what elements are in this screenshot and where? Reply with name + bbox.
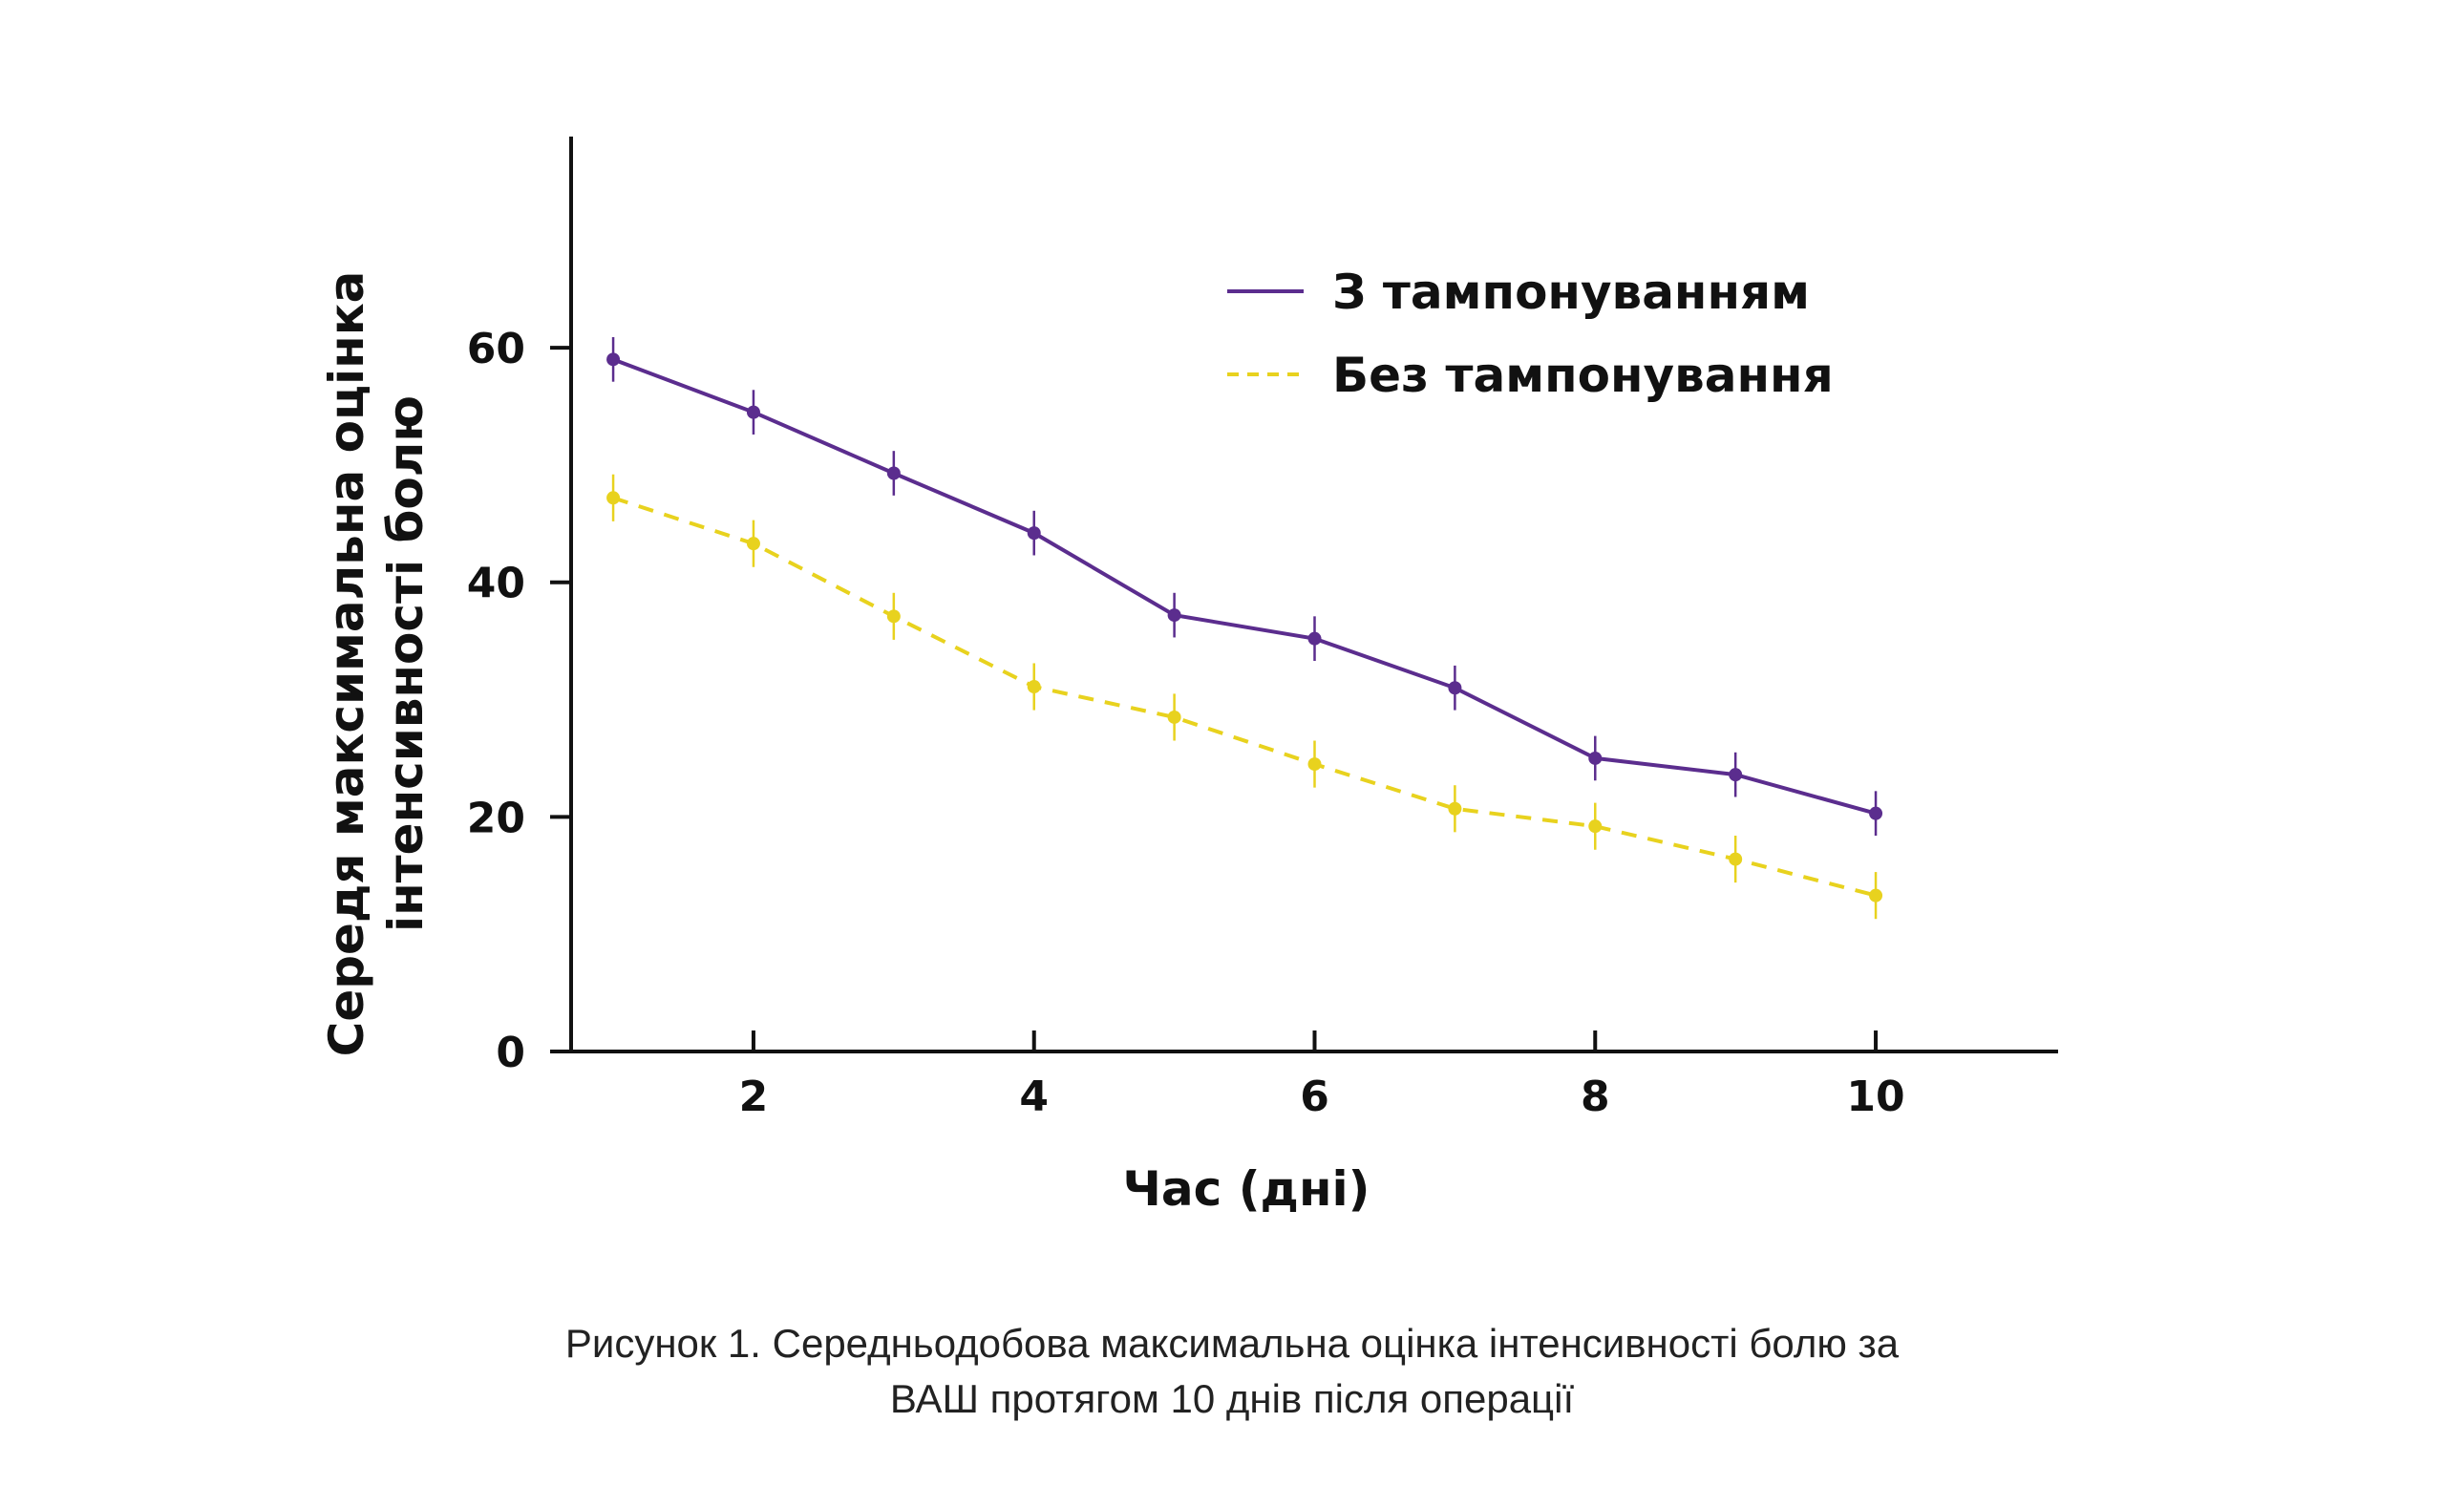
y-axis-title: Середя максимальна оцінка інтенсивності … <box>319 271 434 1057</box>
x-tick-label: 10 <box>1846 1073 1904 1121</box>
data-point <box>1027 680 1041 694</box>
axes: 0 20 40 60 2 4 6 8 10 <box>467 137 2058 1121</box>
data-point <box>1307 631 1322 646</box>
data-point <box>746 537 760 551</box>
legend-label: Без тампонування <box>1332 348 1834 403</box>
y-tick-label: 40 <box>467 560 525 608</box>
data-point <box>1027 526 1041 541</box>
data-point <box>1729 768 1743 782</box>
series-1 <box>606 337 1883 837</box>
data-point <box>1167 608 1181 623</box>
data-point <box>886 609 901 624</box>
data-point <box>1869 888 1883 903</box>
y-axis-title-line2: інтенсивності болю <box>378 395 434 932</box>
x-tick-label: 8 <box>1581 1073 1610 1121</box>
y-tick-label: 0 <box>496 1029 525 1077</box>
y-tick-label: 60 <box>467 325 525 373</box>
y-tick-label: 20 <box>467 794 525 842</box>
data-point <box>606 352 621 367</box>
data-point <box>1869 806 1883 820</box>
series-2 <box>606 474 1883 920</box>
figure-caption: Рисунок 1. Середньодобова максимальна оц… <box>0 1316 2464 1427</box>
x-tick-label: 2 <box>739 1073 769 1121</box>
data-point <box>1588 751 1603 765</box>
data-point <box>1729 852 1743 866</box>
caption-line-1: Рисунок 1. Середньодобова максимальна оц… <box>564 1321 1900 1366</box>
legend: З тампонуванням Без тампонування <box>1227 265 1834 403</box>
data-point <box>1448 681 1462 695</box>
y-axis-title-line1: Середя максимальна оцінка <box>319 271 374 1057</box>
series-line <box>612 357 1877 816</box>
data-point <box>1588 819 1603 834</box>
data-point <box>1167 710 1181 724</box>
data-point <box>886 466 901 480</box>
x-axis-title: Час (дні) <box>1123 1161 1370 1217</box>
x-tick-label: 4 <box>1019 1073 1049 1121</box>
legend-label: З тампонуванням <box>1332 265 1810 320</box>
series-layer <box>606 337 1883 920</box>
data-point <box>746 405 760 419</box>
data-point <box>1448 801 1462 816</box>
caption-line-2: ВАШ протягом 10 днів після операції <box>889 1376 1575 1421</box>
data-point <box>606 491 621 505</box>
series-line <box>612 496 1877 898</box>
data-point <box>1307 757 1322 772</box>
x-tick-label: 6 <box>1300 1073 1329 1121</box>
chart: 0 20 40 60 2 4 6 8 10 З тампонуванням Без тампону… <box>319 137 2058 1217</box>
